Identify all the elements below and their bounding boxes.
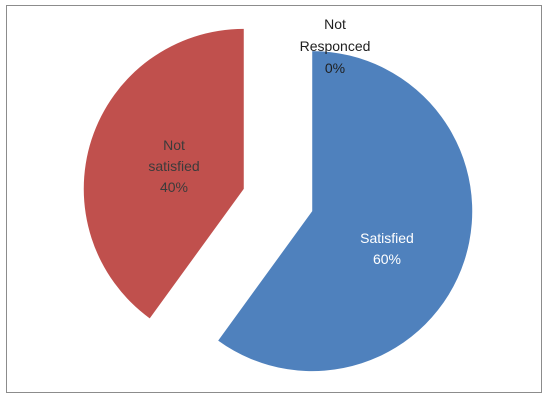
pie-slices	[83, 28, 473, 372]
slice-percent-not-satisfied: 40%	[160, 179, 188, 195]
slice-percent-not-responced: 0%	[325, 60, 345, 76]
slice-label-not-satisfied-line1: Not	[163, 137, 185, 153]
pie-slice-not-satisfied	[83, 28, 244, 319]
slice-percent-satisfied: 60%	[373, 251, 401, 267]
slice-label-not-satisfied-line2: satisfied	[148, 158, 199, 174]
slice-label-not-responced-line2: Responced	[300, 38, 371, 54]
pie-slice-satisfied	[218, 51, 473, 372]
slice-label-satisfied: Satisfied	[360, 230, 414, 246]
slice-label-not-responced-line1: Not	[324, 16, 346, 32]
